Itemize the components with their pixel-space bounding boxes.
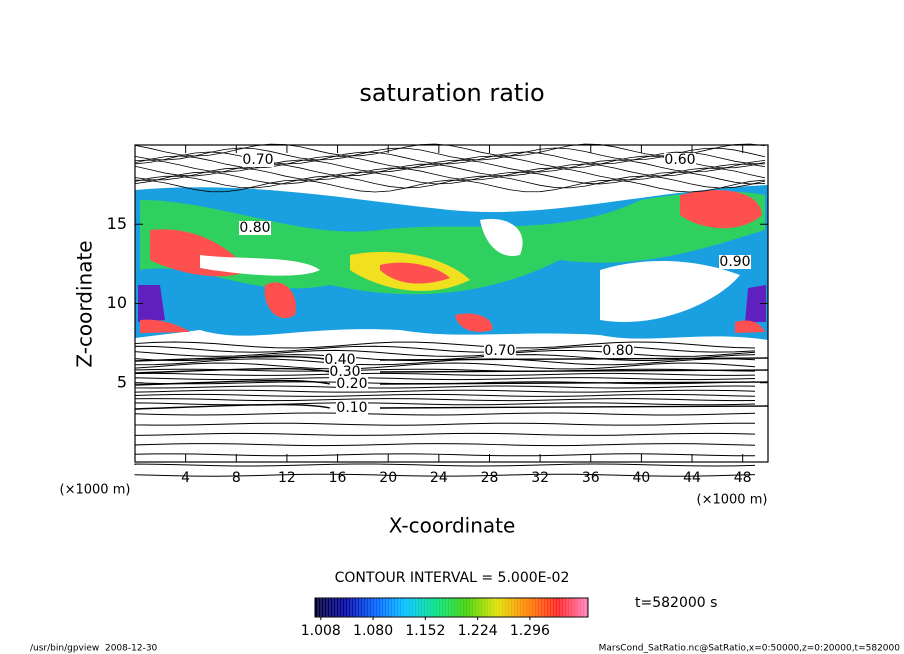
y-tick-label: 15 — [107, 214, 127, 233]
contour-line — [134, 372, 756, 376]
x-tick-label: 36 — [582, 470, 600, 486]
x-tick-label: 40 — [632, 470, 650, 486]
contour-label: 0.30 — [329, 364, 360, 380]
contour-line — [134, 341, 756, 349]
contour-line — [134, 163, 766, 177]
contour-label-bg — [484, 344, 516, 358]
contour-label-bg — [719, 255, 751, 269]
contour-label: 0.10 — [336, 400, 367, 416]
contour-line — [134, 367, 769, 374]
contour-label: 0.20 — [336, 376, 367, 392]
contour-line — [134, 432, 756, 436]
contour-label: 0.80 — [602, 343, 633, 359]
contour-label: 0.70 — [484, 343, 515, 359]
field — [135, 185, 768, 340]
contour-line — [134, 473, 756, 477]
contour-label-bg — [664, 153, 696, 167]
footer-left: /usr/bin/gpview 2008-12-30 — [30, 644, 158, 654]
colorbar-tick-label: 1.152 — [405, 623, 445, 639]
contour-label: 0.70 — [242, 152, 273, 168]
contour-line — [134, 389, 756, 393]
contour-line — [134, 398, 756, 402]
contour-line — [134, 453, 756, 457]
contour-line — [134, 385, 756, 389]
contour-line — [134, 159, 766, 173]
y-tick-label: 5 — [117, 372, 127, 391]
contour-line — [134, 443, 756, 447]
contour-line — [134, 147, 766, 161]
x-tick-label: 44 — [683, 470, 701, 486]
time-label: t=582000 s — [635, 595, 717, 611]
x-tick-label: 28 — [481, 470, 499, 486]
x-tick-label: 12 — [278, 470, 296, 486]
contour-label: 0.60 — [664, 152, 695, 168]
x-tick-label: 24 — [430, 470, 448, 486]
contour-label-bg — [239, 221, 271, 235]
x-tick-label: 32 — [531, 470, 549, 486]
chart-title: saturation ratio — [359, 79, 544, 107]
contour-line — [134, 422, 756, 426]
contour-line — [134, 412, 756, 416]
contour-line — [134, 362, 756, 370]
contour-line — [134, 179, 766, 193]
y-axis-label: Z-coordinate — [73, 240, 97, 367]
contour-line — [134, 167, 766, 181]
footer-right: MarsCond_SatRatio.nc@SatRatio,x=0:50000,… — [599, 644, 901, 654]
colorbar-tick-label: 1.224 — [458, 623, 498, 639]
contour-line — [134, 393, 756, 397]
x-tick-label: 4 — [181, 470, 190, 486]
x-tick-label: 20 — [379, 470, 397, 486]
contour-line — [134, 349, 756, 357]
colorbar-tick-label: 1.296 — [510, 623, 550, 639]
contour-line — [134, 402, 756, 406]
contour-label-bg — [242, 153, 274, 167]
contour-interval: CONTOUR INTERVAL = 5.000E-02 — [335, 570, 570, 586]
contour-line — [134, 355, 769, 362]
contour-label-bg — [329, 365, 361, 379]
x-unit-left: (×1000 m) — [60, 483, 131, 498]
colorbar-tick-label: 1.080 — [353, 623, 393, 639]
contour-line — [134, 155, 766, 169]
contour-label-bg — [602, 344, 634, 358]
x-tick-label: 48 — [734, 470, 752, 486]
x-axis-label: X-coordinate — [389, 514, 516, 538]
contour-line — [134, 358, 756, 366]
contour-line — [134, 171, 766, 185]
contour-line — [134, 151, 766, 165]
contour-line — [134, 175, 766, 189]
contour-label-bg — [336, 401, 368, 415]
x-tick-label: 8 — [232, 470, 241, 486]
contour-line — [134, 403, 769, 410]
contour-label-bg — [324, 353, 356, 367]
colorbar — [314, 597, 589, 618]
contour-line — [134, 345, 756, 353]
contour-label: 0.40 — [324, 352, 355, 368]
y-tick-label: 10 — [107, 293, 127, 312]
contour-label: 0.90 — [719, 254, 750, 270]
x-unit-right: (×1000 m) — [697, 493, 768, 508]
contour-line — [134, 463, 756, 467]
contour-label: 0.80 — [239, 220, 270, 236]
contour-line — [134, 379, 769, 386]
contour-line — [134, 377, 756, 381]
contour-label-bg — [336, 377, 368, 391]
x-tick-label: 16 — [329, 470, 347, 486]
colorbar-tick-label: 1.008 — [301, 623, 341, 639]
